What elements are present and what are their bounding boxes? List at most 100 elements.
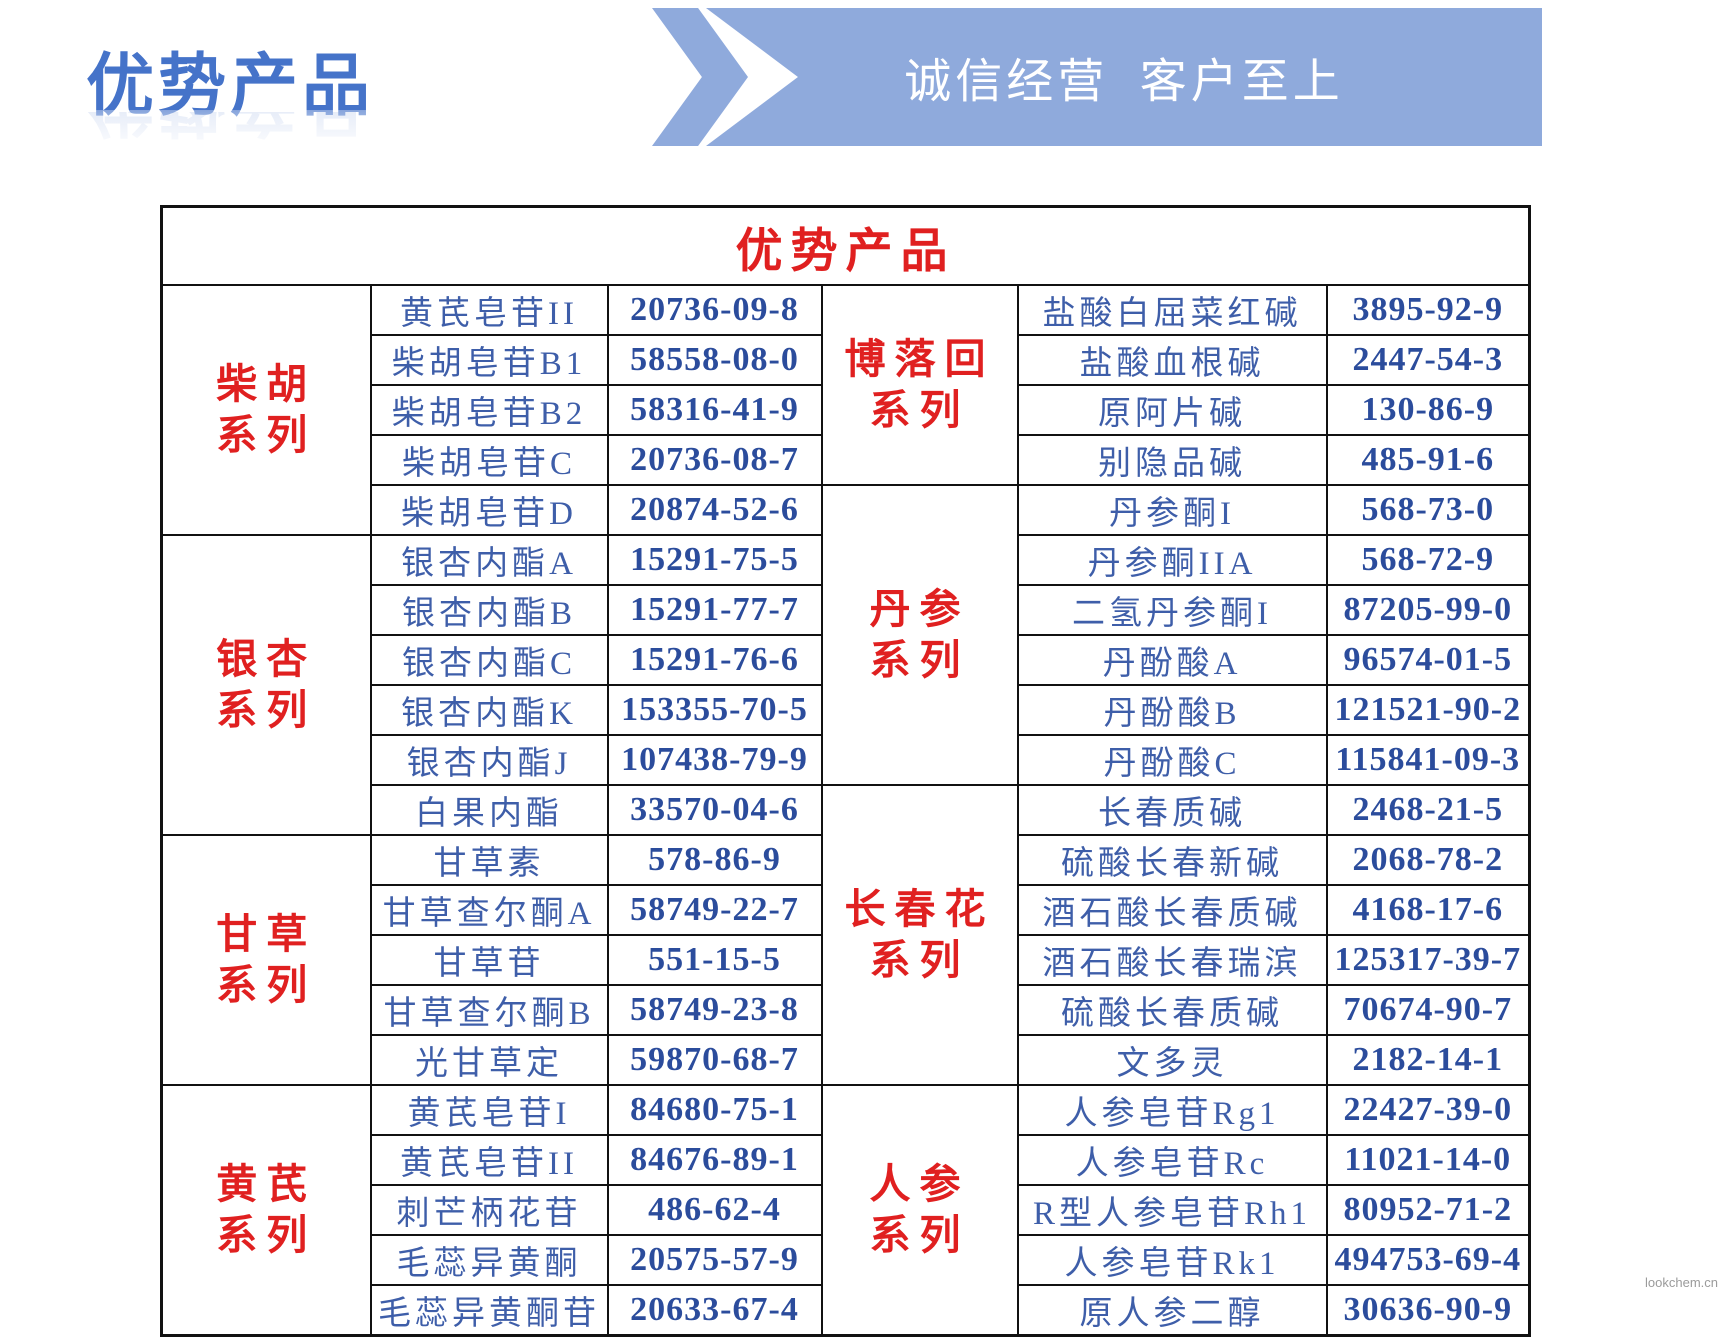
cas-number-cell: 70674-90-7 [1325, 984, 1531, 1036]
products-table: 优势产品 柴胡 系列 黄芪皂苷II 20736-09-8 博落回 系列 盐酸白屈菜红碱 389… [160, 205, 1532, 1337]
cas-number-cell: 20874-52-6 [606, 484, 823, 536]
cas-number-cell: 22427-39-0 [1325, 1084, 1531, 1136]
product-name-cell: 硫酸长春质碱 [1016, 984, 1328, 1036]
table-row: 黄芪皂苷II 84676-89-1 人参皂苷Rc 11021-14-0 [162, 1134, 1531, 1186]
cas-number-cell: 15291-75-5 [606, 534, 823, 586]
product-name-cell: 二氢丹参酮I [1016, 584, 1328, 636]
cas-number-cell: 130-86-9 [1325, 384, 1531, 436]
cas-number-cell: 2468-21-5 [1325, 784, 1531, 836]
table-title-row: 优势产品 [160, 205, 1531, 286]
table-row: 柴胡皂苷C 20736-08-7 别隐品碱 485-91-6 [162, 434, 1531, 486]
watermark: lookchem.cn [1645, 1275, 1718, 1290]
category-cell: 人参 系列 [820, 1084, 1019, 1337]
cas-number-cell: 15291-77-7 [606, 584, 823, 636]
cas-number-cell: 551-15-5 [606, 934, 823, 986]
product-name-cell: 丹酚酸B [1016, 684, 1328, 736]
table-row: 甘草查尔酮A 58749-22-7 酒石酸长春质碱 4168-17-6 [162, 884, 1531, 936]
product-name-cell: 人参皂苷Rg1 [1016, 1084, 1328, 1136]
product-name-cell: 白果内酯 [369, 784, 609, 836]
table-row: 银杏内酯K 153355-70-5 丹酚酸B 121521-90-2 [162, 684, 1531, 736]
category-cell: 银杏 系列 [160, 534, 372, 836]
category-cell: 长春花 系列 [820, 784, 1019, 1086]
category-cell: 黄芪 系列 [160, 1084, 372, 1337]
product-name-cell: 甘草查尔酮A [369, 884, 609, 936]
product-name-cell: 甘草苷 [369, 934, 609, 986]
category-line: 黄芪 [216, 1160, 317, 1207]
category-cell: 柴胡 系列 [160, 284, 372, 536]
product-name-cell: 黄芪皂苷II [369, 284, 609, 336]
product-name-cell: 文多灵 [1016, 1034, 1328, 1086]
table-title: 优势产品 [160, 205, 1531, 286]
product-name-cell: 银杏内酯C [369, 634, 609, 686]
product-name-cell: 丹酚酸C [1016, 734, 1328, 786]
cas-number-cell: 58558-08-0 [606, 334, 823, 386]
cas-number-cell: 2447-54-3 [1325, 334, 1531, 386]
cas-number-cell: 33570-04-6 [606, 784, 823, 836]
category-cell: 博落回 系列 [820, 284, 1019, 486]
table-row: 银杏 系列 银杏内酯A 15291-75-5 丹参酮IIA 568-72-9 [160, 534, 1531, 836]
table-row: 柴胡皂苷D 20874-52-6 丹参 系列 丹参酮I 568-73-0 [162, 484, 1531, 786]
table-row: 毛蕊异黄酮 20575-57-9 人参皂苷Rk1 494753-69-4 [162, 1234, 1531, 1286]
category-cell: 丹参 系列 [820, 484, 1019, 786]
cas-number-cell: 494753-69-4 [1325, 1234, 1531, 1286]
cas-number-cell: 486-62-4 [606, 1184, 823, 1236]
cas-number-cell: 153355-70-5 [606, 684, 823, 736]
category-line: 系列 [216, 687, 317, 733]
category-line: 长春花 [844, 885, 995, 932]
cas-number-cell: 4168-17-6 [1325, 884, 1531, 936]
category-line: 系列 [216, 1212, 317, 1258]
product-name-cell: 丹参酮I [1016, 484, 1328, 536]
table-row: 银杏内酯J 107438-79-9 丹酚酸C 115841-09-3 [162, 734, 1531, 786]
table-row: 白果内酯 33570-04-6 长春花 系列 长春质碱 2468-21-5 [162, 784, 1531, 1086]
product-name-cell: 酒石酸长春瑞滨 [1016, 934, 1328, 986]
category-line: 系列 [869, 387, 970, 433]
table-row: 黄芪 系列 黄芪皂苷I 84680-75-1 人参 系列 人参皂苷Rg1 22427-39-0 [160, 1084, 1531, 1337]
category-line: 人参 [869, 1160, 970, 1207]
cas-number-cell: 3895-92-9 [1325, 284, 1531, 336]
product-name-cell: 人参皂苷Rk1 [1016, 1234, 1328, 1286]
product-name-cell: 毛蕊异黄酮苷 [369, 1284, 609, 1337]
product-name-cell: 银杏内酯J [369, 734, 609, 786]
category-cell: 甘草 系列 [160, 834, 372, 1086]
cas-number-cell: 30636-90-9 [1325, 1284, 1531, 1337]
cas-number-cell: 125317-39-7 [1325, 934, 1531, 986]
product-name-cell: 盐酸白屈菜红碱 [1016, 284, 1328, 336]
product-name-cell: 酒石酸长春质碱 [1016, 884, 1328, 936]
cas-number-cell: 84676-89-1 [606, 1134, 823, 1186]
banner-slogan-text: 诚信经营 客户至上 [904, 56, 1344, 109]
product-name-cell: 毛蕊异黄酮 [369, 1234, 609, 1286]
product-name-cell: 银杏内酯K [369, 684, 609, 736]
cas-number-cell: 2182-14-1 [1325, 1034, 1531, 1086]
product-name-cell: 别隐品碱 [1016, 434, 1328, 486]
cas-number-cell: 58749-23-8 [606, 984, 823, 1036]
category-line: 系列 [869, 637, 970, 683]
product-name-cell: 硫酸长春新碱 [1016, 834, 1328, 886]
table-row: 甘草苷 551-15-5 酒石酸长春瑞滨 125317-39-7 [162, 934, 1531, 986]
product-name-cell: 盐酸血根碱 [1016, 334, 1328, 386]
table-row: 银杏内酯B 15291-77-7 二氢丹参酮I 87205-99-0 [162, 584, 1531, 636]
category-line: 系列 [869, 937, 970, 983]
cas-number-cell: 20736-09-8 [606, 284, 823, 336]
table-row: 柴胡 系列 黄芪皂苷II 20736-09-8 博落回 系列 盐酸白屈菜红碱 3895-92-… [160, 284, 1531, 536]
cas-number-cell: 568-73-0 [1325, 484, 1531, 536]
product-name-cell: 刺芒柄花苷 [369, 1184, 609, 1236]
product-name-cell: 银杏内酯A [369, 534, 609, 586]
category-line: 甘草 [216, 910, 317, 957]
product-name-cell: 甘草素 [369, 834, 609, 886]
product-name-cell: 柴胡皂苷C [369, 434, 609, 486]
product-name-cell: 柴胡皂苷B1 [369, 334, 609, 386]
cas-number-cell: 568-72-9 [1325, 534, 1531, 586]
cas-number-cell: 84680-75-1 [606, 1084, 823, 1136]
table-row: 柴胡皂苷B1 58558-08-0 盐酸血根碱 2447-54-3 [162, 334, 1531, 386]
product-name-cell: 丹酚酸A [1016, 634, 1328, 686]
category-line: 系列 [216, 412, 317, 458]
product-name-cell: 人参皂苷Rc [1016, 1134, 1328, 1186]
category-line: 银杏 [216, 635, 317, 682]
cas-number-cell: 20575-57-9 [606, 1234, 823, 1286]
product-name-cell: 黄芪皂苷I [369, 1084, 609, 1136]
product-name-cell: 甘草查尔酮B [369, 984, 609, 1036]
product-name-cell: 原人参二醇 [1016, 1284, 1328, 1337]
table-row: 银杏内酯C 15291-76-6 丹酚酸A 96574-01-5 [162, 634, 1531, 686]
product-name-cell: 黄芪皂苷II [369, 1134, 609, 1186]
category-line: 柴胡 [216, 360, 317, 407]
